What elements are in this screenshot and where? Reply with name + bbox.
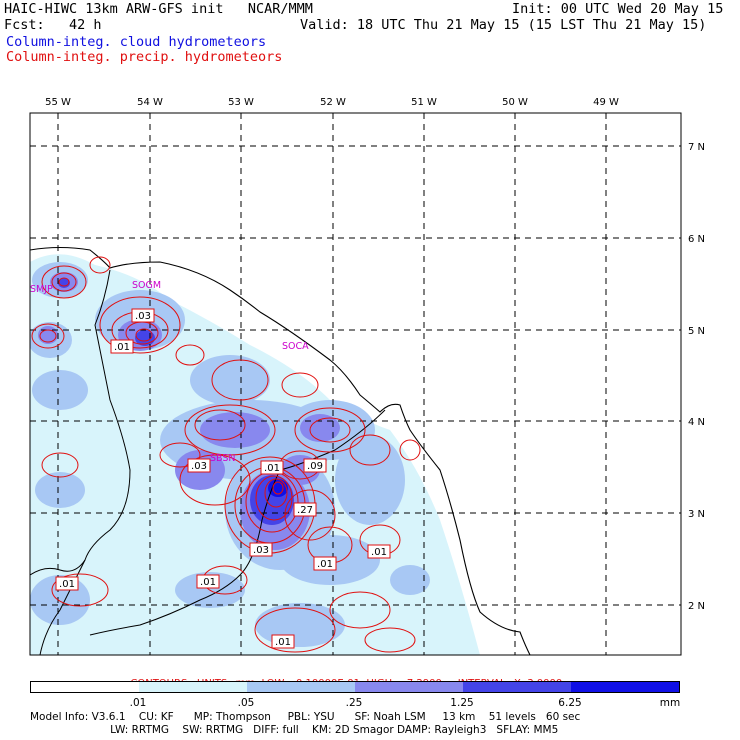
colorbar-label: 1.25 (450, 697, 474, 709)
coastline (30, 246, 531, 655)
contour-labels: .03 .01 .03 .01 .09 .27 .03 .01 .01 .01 … (55, 308, 391, 649)
contour-label-text: .03 (191, 461, 207, 472)
colorbar-cell (31, 682, 140, 692)
header-line2-right: Valid: 18 UTC Thu 21 May 15 (15 LST Thu … (300, 17, 707, 33)
contour-label: .09 (303, 458, 327, 473)
field-cloud-label: Column-integ. cloud hydrometeors (6, 34, 267, 50)
colorbar (30, 681, 680, 693)
contour-label-text: .01 (59, 579, 75, 590)
colorbar-cell (247, 682, 356, 692)
colorbar-label: .05 (237, 697, 255, 709)
colorbar-label: 6.25 (558, 697, 582, 709)
grid-lines (30, 113, 681, 655)
lat-axis-labels: 7 N 6 N 5 N 4 N 3 N 2 N (688, 142, 705, 612)
station-sogm: SOGM (132, 280, 161, 291)
lat-label: 6 N (688, 234, 705, 245)
contour-label-text: .01 (275, 637, 291, 648)
lon-label: 51 W (411, 97, 437, 108)
cloud-shading-peak (268, 479, 288, 497)
contour-label: .01 (271, 634, 295, 649)
header-line2-left: Fcst: 42 h (4, 17, 102, 33)
field-precip-label: Column-integ. precip. hydrometeors (6, 49, 283, 65)
contour-label: .03 (249, 542, 273, 557)
contour-label-text: .01 (114, 342, 130, 353)
colorbar-label: .01 (129, 697, 147, 709)
lon-label: 49 W (593, 97, 619, 108)
contour-label: .01 (260, 460, 284, 475)
contour-label-text: .09 (307, 461, 323, 472)
contour-label: .01 (196, 574, 220, 589)
contour-label-text: .03 (253, 545, 269, 556)
contour-label-text: .03 (135, 311, 151, 322)
contour-label-text: .01 (317, 559, 333, 570)
lat-label: 4 N (688, 417, 705, 428)
lon-label: 55 W (45, 97, 71, 108)
lon-label: 50 W (502, 97, 528, 108)
model-info-line1: Model Info: V3.6.1 CU: KF MP: Thompson P… (30, 711, 581, 723)
lat-label: 5 N (688, 326, 705, 337)
station-labels: SMJP SOGM SOCA SBSN (30, 280, 309, 464)
contour-label: .27 (293, 502, 317, 517)
model-info-line2: LW: RRTMG SW: RRTMG DIFF: full KM: 2D Sm… (30, 724, 559, 736)
contour-label: .01 (367, 544, 391, 559)
contour-label: .01 (110, 339, 134, 354)
colorbar-unit: mm (659, 697, 681, 709)
colorbar-cell (139, 682, 248, 692)
lon-axis-labels: 55 W 54 W 53 W 52 W 51 W 50 W 49 W (45, 97, 619, 108)
header-line1-right: Init: 00 UTC Wed 20 May 15 (512, 1, 724, 17)
contour-label: .03 (187, 458, 211, 473)
lon-label: 53 W (228, 97, 254, 108)
station-smjp: SMJP (30, 284, 53, 295)
contour-label-text: .01 (264, 463, 280, 474)
colorbar-cell (355, 682, 464, 692)
precip-contours (31, 256, 421, 653)
lon-label: 54 W (137, 97, 163, 108)
station-soca: SOCA (282, 341, 309, 352)
colorbar-label: .25 (345, 697, 363, 709)
contour-label: .01 (313, 556, 337, 571)
contour-label: .01 (55, 576, 79, 591)
station-sbsn: SBSN (210, 453, 236, 464)
colorbar-cell (571, 682, 679, 692)
contour-label-text: .01 (200, 577, 216, 588)
contour-label-text: .27 (297, 505, 313, 516)
colorbar-cell (463, 682, 572, 692)
lat-label: 2 N (688, 601, 705, 612)
lat-label: 3 N (688, 509, 705, 520)
contour-label: .03 (131, 308, 155, 323)
lon-label: 52 W (320, 97, 346, 108)
contour-label-text: .01 (371, 547, 387, 558)
header-line1-left: HAIC-HIWC 13km ARW-GFS init NCAR/MMM (4, 1, 313, 17)
lat-label: 7 N (688, 142, 705, 153)
